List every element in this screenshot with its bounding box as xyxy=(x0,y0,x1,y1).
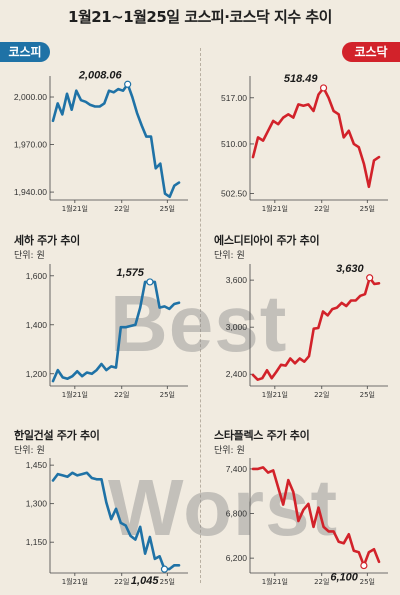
x-tick-label: 22일 xyxy=(114,390,129,399)
x-tick-label: 22일 xyxy=(314,577,329,586)
y-tick-label: 510.00 xyxy=(221,139,247,149)
value-annotation: 1,045 xyxy=(131,575,159,587)
value-annotation: 2,008.06 xyxy=(78,69,123,81)
peak-marker xyxy=(146,278,154,286)
best-watermark: Best xyxy=(110,279,288,368)
x-tick-label: 1월21일 xyxy=(262,577,288,586)
value-annotation: 6,100 xyxy=(330,572,358,584)
staflex-chart-title: 스타플렉스 주가 추이 xyxy=(214,429,310,442)
series-line xyxy=(251,86,381,189)
y-tick-label: 3,000 xyxy=(226,322,248,332)
column-divider xyxy=(200,48,201,583)
y-tick-label: 1,200 xyxy=(26,369,48,379)
x-tick-label: 25일 xyxy=(160,390,175,399)
value-annotation: 1,575 xyxy=(116,267,144,279)
seha-chart-unit: 단위: 원 xyxy=(14,251,45,261)
x-tick-label: 25일 xyxy=(160,204,175,213)
sdi-chart-title: 에스디티아이 주가 추이 xyxy=(214,234,320,247)
y-tick-label: 1,450 xyxy=(26,460,48,470)
x-tick-label: 22일 xyxy=(114,577,129,586)
staflex-chart-unit: 단위: 원 xyxy=(214,446,245,456)
kosdaq-tag: 코스닥 xyxy=(342,42,400,62)
seha-chart: 1,600 1,400 1,200 1월21일 22일 25일 1,575 xyxy=(26,264,188,399)
y-tick-label: 2,400 xyxy=(226,369,248,379)
x-tick-label: 25일 xyxy=(360,204,375,213)
y-tick-label: 6,800 xyxy=(226,509,248,519)
page-title: 1월21~1월25일 코스피·코스닥 지수 추이 xyxy=(68,8,332,26)
worst-watermark: Worst xyxy=(108,463,339,552)
series-line xyxy=(51,82,181,199)
kosdaq-chart: 517.00 510.00 502.50 1월21일 22일 25일 518.49 xyxy=(221,73,388,213)
y-tick-label: 1,940.00 xyxy=(14,187,47,197)
hanil-chart-title: 한일건설 주가 추이 xyxy=(14,429,100,442)
x-tick-label: 25일 xyxy=(160,577,175,586)
peak-marker xyxy=(366,274,374,282)
y-tick-label: 7,400 xyxy=(226,464,248,474)
y-tick-label: 517.00 xyxy=(221,93,247,103)
peak-marker xyxy=(160,565,169,573)
x-tick-label: 1월21일 xyxy=(262,390,288,399)
peak-marker xyxy=(319,84,328,92)
hanil-chart-unit: 단위: 원 xyxy=(14,446,45,456)
x-tick-label: 1월21일 xyxy=(62,204,88,213)
value-annotation: 3,630 xyxy=(336,263,364,275)
peak-marker xyxy=(124,80,132,88)
y-tick-label: 1,400 xyxy=(26,320,48,330)
x-tick-label: 1월21일 xyxy=(62,390,88,399)
x-tick-label: 1월21일 xyxy=(62,577,88,586)
y-tick-label: 1,600 xyxy=(26,271,48,281)
kospi-tag: 코스피 xyxy=(0,42,50,62)
x-tick-label: 22일 xyxy=(114,204,129,213)
y-tick-label: 1,300 xyxy=(26,499,48,509)
kospi-chart: 2,000.00 1,970.00 1,940.00 1월21일 22일 25일 2,008… xyxy=(14,69,188,213)
sdi-chart: 3,600 3,000 2,400 1월21일 22일 25일 3,630 xyxy=(226,263,388,399)
series-line xyxy=(51,280,181,383)
seha-chart-title: 세하 주가 추이 xyxy=(14,234,80,247)
series-line xyxy=(251,466,381,567)
sdi-chart-unit: 단위: 원 xyxy=(214,251,245,261)
series-line xyxy=(51,471,181,571)
x-tick-label: 22일 xyxy=(314,390,329,399)
peak-marker xyxy=(360,561,368,570)
y-tick-label: 1,970.00 xyxy=(14,140,47,150)
x-tick-label: 1월21일 xyxy=(262,204,288,213)
y-tick-label: 3,600 xyxy=(226,275,248,285)
x-tick-label: 22일 xyxy=(314,204,329,213)
value-annotation: 518.49 xyxy=(284,73,319,85)
x-tick-label: 25일 xyxy=(360,390,375,399)
y-tick-label: 6,200 xyxy=(226,553,248,563)
x-tick-label: 25일 xyxy=(360,577,375,586)
series-line xyxy=(251,276,381,381)
y-tick-label: 502.50 xyxy=(221,188,247,198)
y-tick-label: 2,000.00 xyxy=(14,92,47,102)
y-tick-label: 1,150 xyxy=(26,537,48,547)
